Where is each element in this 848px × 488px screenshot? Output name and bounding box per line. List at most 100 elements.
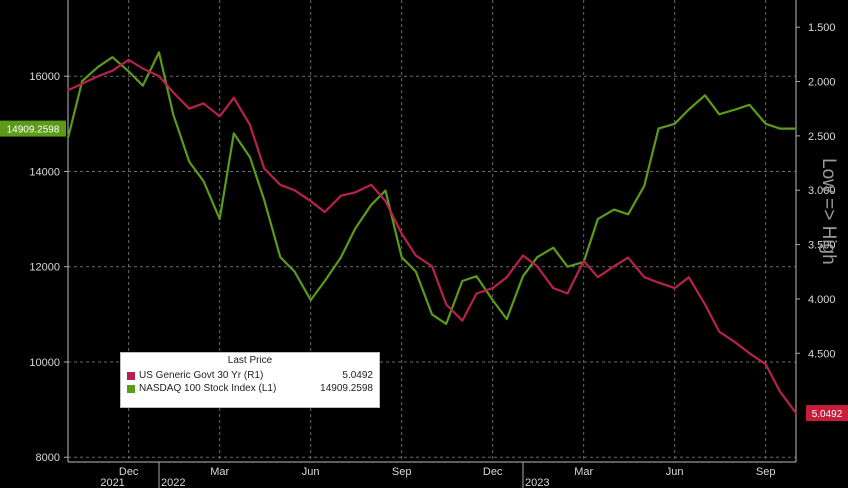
data-point-nasdaq [688, 108, 690, 111]
data-point-nasdaq [461, 280, 463, 282]
data-point-nasdaq [370, 204, 372, 206]
legend-value-nasdaq: 14909.2598 [320, 383, 373, 394]
data-point-yield [128, 59, 130, 61]
left-tick-label: 10000 [29, 357, 60, 369]
x-tick-label: Jun [302, 466, 320, 478]
data-point-yield [97, 75, 99, 77]
x-tick-label: Mar [574, 466, 593, 478]
data-point-nasdaq [492, 299, 494, 301]
data-point-nasdaq [734, 108, 736, 111]
data-point-yield [718, 331, 720, 333]
data-point-nasdaq [431, 313, 433, 315]
data-point-nasdaq [748, 104, 751, 106]
data-point-nasdaq [384, 189, 387, 192]
data-point-yield [279, 184, 281, 186]
data-point-yield [765, 363, 767, 365]
data-point-yield [81, 83, 83, 85]
year-label: 2022 [161, 477, 185, 488]
year-label: 2021 [100, 477, 124, 488]
data-point-yield [734, 341, 736, 343]
left-last-value-badge [0, 120, 66, 137]
data-point-yield [142, 67, 144, 70]
data-point-nasdaq [81, 80, 83, 82]
right-tick-label: 2.000 [808, 77, 836, 89]
data-point-yield [643, 276, 645, 278]
data-point-nasdaq [142, 85, 144, 87]
data-point-nasdaq [657, 128, 660, 130]
data-point-yield [583, 260, 585, 262]
legend-entry-nasdaq: NASDAQ 100 Stock Index (L1) 14909.2598 [127, 382, 373, 395]
data-point-yield [415, 254, 417, 257]
data-point-nasdaq [718, 113, 720, 115]
data-point-yield [461, 320, 463, 322]
right-tick-label: 4.500 [808, 348, 836, 360]
data-point-nasdaq [340, 256, 342, 258]
left-last-value-text: 14909.2598 [7, 125, 60, 136]
data-point-nasdaq [401, 256, 403, 258]
data-point-yield [688, 276, 690, 278]
x-tick-label: Sep [756, 466, 776, 478]
series-lines [66, 51, 797, 414]
data-point-nasdaq [279, 256, 281, 258]
data-point-yield [233, 97, 235, 99]
axes: 8000 10000 12000 14000 16000 1.500 2.000 2.500 3… [29, 0, 836, 488]
data-point-nasdaq [613, 209, 615, 211]
data-point-yield [795, 412, 797, 414]
data-point-yield [202, 102, 205, 104]
data-point-nasdaq [779, 128, 781, 130]
data-point-yield [67, 89, 69, 91]
year-label: 2023 [525, 477, 549, 488]
data-point-yield [613, 265, 615, 267]
x-tick-label: Sep [392, 466, 412, 478]
data-point-nasdaq [536, 256, 538, 258]
data-point-yield [401, 233, 403, 235]
data-point-yield [674, 287, 676, 289]
right-tick-label: 3.500 [808, 240, 836, 252]
data-point-nasdaq [249, 156, 251, 158]
data-point-nasdaq [704, 94, 706, 96]
left-tick-label: 12000 [29, 262, 60, 274]
data-point-nasdaq [354, 228, 356, 230]
data-point-yield [552, 287, 554, 289]
data-point-nasdaq [552, 247, 554, 249]
data-point-yield [354, 191, 356, 193]
data-point-yield [263, 167, 265, 170]
data-point-nasdaq [765, 123, 767, 125]
data-point-yield [324, 211, 326, 213]
data-point-nasdaq [566, 266, 569, 268]
right-tick-label: 3.000 [808, 185, 836, 197]
left-tick-label: 14000 [29, 166, 60, 178]
legend: Last Price US Generic Govt 30 Yr (R1) 5.… [120, 352, 380, 408]
data-point-nasdaq [324, 280, 326, 282]
left-tick-label: 8000 [36, 452, 60, 464]
data-point-yield [492, 287, 494, 289]
data-point-yield [522, 254, 524, 257]
data-point-nasdaq [506, 318, 508, 320]
data-point-yield [249, 124, 251, 126]
data-point-yield [219, 115, 221, 117]
data-point-yield [384, 200, 387, 202]
data-point-nasdaq [128, 70, 130, 72]
data-point-yield [475, 292, 478, 295]
data-point-nasdaq [475, 275, 478, 277]
data-point-nasdaq [415, 270, 417, 273]
right-tick-label: 1.500 [808, 22, 836, 34]
data-point-nasdaq [188, 161, 190, 163]
data-point-nasdaq [643, 185, 645, 187]
legend-swatch-yield [127, 371, 135, 380]
legend-entry-yield: US Generic Govt 30 Yr (R1) 5.0492 [127, 369, 373, 382]
data-point-yield [310, 200, 312, 202]
data-point-yield [172, 91, 174, 93]
data-point-nasdaq [522, 275, 524, 277]
data-point-nasdaq [97, 66, 99, 68]
data-point-yield [597, 276, 599, 278]
legend-title: Last Price [227, 355, 273, 366]
right-last-value-badge [806, 405, 848, 422]
data-point-yield [293, 189, 296, 191]
legend-swatch-nasdaq [127, 384, 135, 393]
legend-label-yield: US Generic Govt 30 Yr (R1) [139, 370, 264, 381]
data-point-nasdaq [445, 323, 447, 325]
data-point-nasdaq [158, 51, 160, 54]
left-tick-label: 16000 [29, 71, 60, 83]
data-point-yield [431, 265, 433, 267]
